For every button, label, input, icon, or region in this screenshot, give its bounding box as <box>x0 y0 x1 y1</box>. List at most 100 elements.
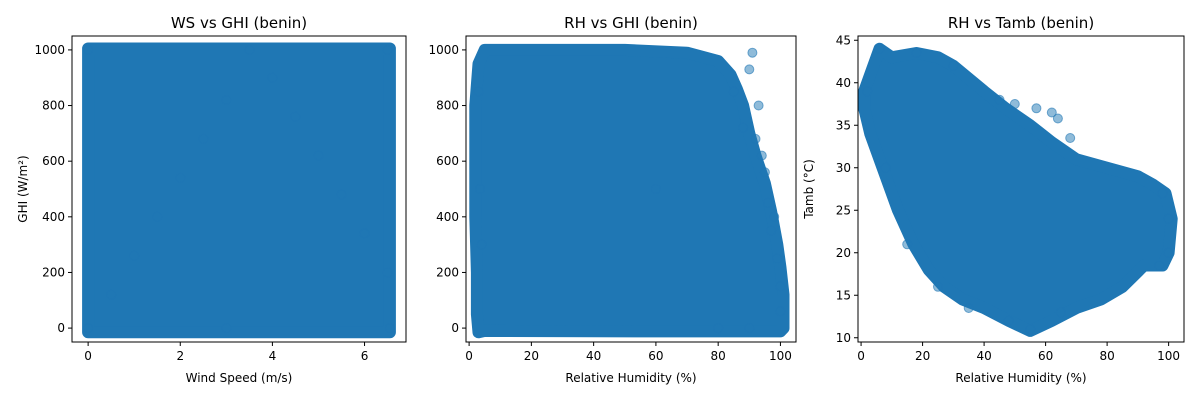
plot-area <box>858 42 1178 337</box>
y-tick-label: 0 <box>451 321 459 335</box>
data-point <box>152 211 163 222</box>
data-point <box>963 303 974 313</box>
data-point <box>336 189 347 200</box>
data-point <box>1031 103 1042 114</box>
y-tick-label: 20 <box>836 246 851 260</box>
data-point <box>1003 315 1014 326</box>
x-tick-label: 20 <box>524 349 539 363</box>
data-point <box>650 184 661 194</box>
x-axis-label: Relative Humidity (%) <box>955 371 1086 385</box>
y-tick-label: 15 <box>836 288 851 302</box>
data-point <box>359 228 370 239</box>
data-point <box>244 44 255 55</box>
data-point <box>738 122 749 133</box>
x-tick-label: 100 <box>769 349 792 363</box>
y-tick-label: 30 <box>836 161 851 175</box>
data-point <box>772 253 783 264</box>
x-tick-label: 6 <box>361 349 369 363</box>
x-tick-label: 20 <box>915 349 930 363</box>
data-point <box>473 86 484 97</box>
x-tick-label: 60 <box>648 349 663 363</box>
axes-frame <box>465 35 797 343</box>
chart-title: RH vs Tamb (benin) <box>948 14 1094 32</box>
data-point <box>948 60 959 71</box>
x-tick-label: 60 <box>1038 349 1053 363</box>
data-point <box>1163 213 1174 224</box>
chart-panel-3: 0 20 40 60 80 100 10 15 20 25 30 35 40 45 RH vs Tamb (… <box>802 14 1185 385</box>
axes-frame <box>857 35 1185 343</box>
x-tick-label: 2 <box>176 349 184 363</box>
axes-frame <box>71 35 407 343</box>
point-cloud-1 <box>82 42 396 339</box>
y-tick-label: 200 <box>42 265 65 279</box>
data-point <box>750 133 761 144</box>
data-point <box>1056 307 1066 318</box>
data-point <box>744 323 755 334</box>
y-tick-label: 400 <box>42 210 65 224</box>
x-tick-label: 0 <box>84 349 92 363</box>
data-point <box>290 111 301 122</box>
y-tick-label: 600 <box>42 154 65 168</box>
x-tick-label: 40 <box>976 349 991 363</box>
data-point <box>994 94 1005 105</box>
data-point <box>1052 113 1063 124</box>
data-point <box>1154 260 1165 271</box>
data-point <box>382 44 393 55</box>
data-point <box>476 239 487 250</box>
x-tick-label: 4 <box>269 349 277 363</box>
x-tick-label: 80 <box>1099 349 1114 363</box>
data-point <box>775 306 786 317</box>
data-point <box>384 323 395 334</box>
data-point <box>267 72 278 83</box>
x-tick-label: 100 <box>1157 349 1180 363</box>
data-point <box>747 47 758 58</box>
data-point <box>475 184 485 194</box>
data-point <box>313 150 324 161</box>
y-tick-label: 800 <box>436 99 459 113</box>
data-point <box>106 289 117 300</box>
data-point <box>1157 188 1168 199</box>
data-point <box>775 281 786 292</box>
data-point <box>862 86 873 97</box>
data-point <box>763 197 773 208</box>
data-point <box>1065 133 1076 143</box>
data-point <box>382 267 393 278</box>
y-axis-label: GHI (W/m²) <box>16 155 30 222</box>
data-point <box>221 95 232 105</box>
y-axis-label: Tamb (°C) <box>802 159 816 220</box>
plot-area <box>469 43 790 339</box>
plot-area <box>82 42 396 339</box>
data-point <box>902 239 913 250</box>
data-point <box>880 162 891 173</box>
data-point <box>175 172 186 183</box>
data-point <box>713 323 724 334</box>
data-point <box>129 250 140 261</box>
x-tick-label: 40 <box>586 349 601 363</box>
data-point <box>221 323 232 334</box>
point-cloud-1 <box>469 43 790 339</box>
data-point <box>1025 324 1036 335</box>
y-tick-label: 10 <box>836 331 851 345</box>
data-point <box>911 48 922 58</box>
y-tick-label: 400 <box>436 210 459 224</box>
y-tick-label: 40 <box>836 76 851 90</box>
data-point <box>753 100 764 111</box>
data-point <box>874 43 885 54</box>
data-point <box>744 64 755 75</box>
x-axis-label: Wind Speed (m/s) <box>186 371 293 385</box>
data-point <box>83 323 94 334</box>
x-tick-label: 80 <box>711 349 726 363</box>
y-tick-label: 1000 <box>428 43 459 57</box>
data-point <box>1163 247 1174 258</box>
data-point <box>1009 99 1020 109</box>
y-tick-label: 0 <box>57 321 65 335</box>
y-tick-label: 200 <box>436 265 459 279</box>
x-tick-label: 0 <box>465 349 473 363</box>
data-point <box>933 281 943 292</box>
data-point <box>1046 107 1057 118</box>
y-tick-label: 600 <box>436 154 459 168</box>
data-point <box>728 86 739 97</box>
data-point <box>766 225 777 236</box>
